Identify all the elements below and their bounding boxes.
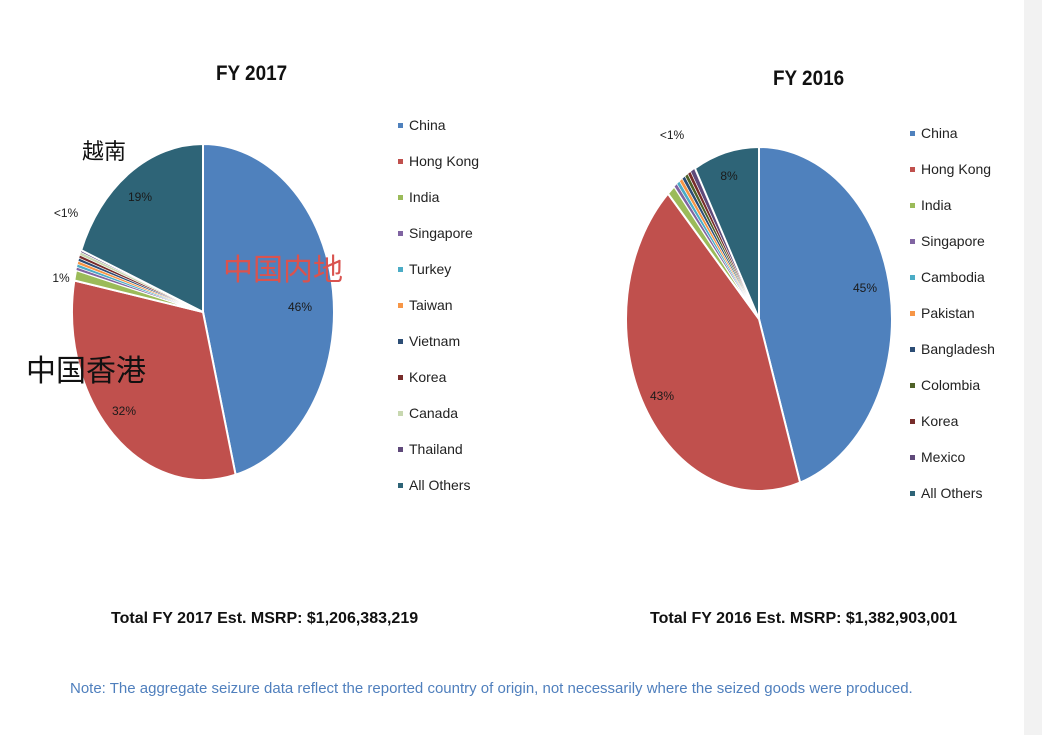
footnote: Note: The aggregate seizure data reflect…	[70, 680, 913, 697]
pie-slice-hong-kong	[71, 279, 237, 481]
legend-swatch	[910, 239, 915, 244]
legend-label: Vietnam	[409, 333, 461, 349]
legend-item: Pakistan	[910, 305, 995, 341]
legend-label: Bangladesh	[921, 341, 995, 357]
pie-slice-china	[202, 142, 335, 477]
legend-swatch	[910, 311, 915, 316]
legend-item: Korea	[398, 369, 479, 405]
legend-swatch	[910, 419, 915, 424]
legend-item: India	[398, 189, 479, 225]
legend-label: Mexico	[921, 449, 966, 465]
data-label-china: 45%	[852, 281, 878, 295]
legend-label: All Others	[409, 477, 471, 493]
legend-item: Taiwan	[398, 297, 479, 333]
pie-slice-hong-kong	[624, 191, 802, 492]
legend-label: India	[409, 189, 440, 205]
legend-item: Turkey	[398, 261, 479, 297]
legend-item: Mexico	[910, 449, 995, 485]
annotation-vietnam: 越南	[82, 140, 127, 165]
data-label-small: <1%	[659, 128, 685, 142]
legend-swatch	[398, 159, 403, 164]
legend-swatch	[398, 339, 403, 344]
legend-label: Thailand	[409, 441, 463, 457]
legend-label: Cambodia	[921, 269, 985, 285]
page-edge	[1024, 0, 1042, 735]
legend-swatch	[910, 383, 915, 388]
legend-swatch	[910, 131, 915, 136]
data-label-china: 46%	[287, 300, 313, 314]
legend-swatch	[398, 483, 403, 488]
legend-swatch	[398, 411, 403, 416]
legend-label: Turkey	[409, 261, 452, 277]
legend-item: Singapore	[398, 225, 479, 261]
chart-title-2016: FY 2016	[773, 67, 845, 90]
legend-item: Korea	[910, 413, 995, 449]
legend-label: Canada	[409, 405, 459, 421]
legend-swatch	[398, 375, 403, 380]
legend-item: Singapore	[910, 233, 995, 269]
legend-label: China	[409, 117, 446, 133]
legend-swatch	[910, 203, 915, 208]
legend-item: Cambodia	[910, 269, 995, 305]
legend-swatch	[398, 195, 403, 200]
data-label-hong-kong: 32%	[111, 404, 137, 418]
legend-label: China	[921, 125, 958, 141]
legend-label: Hong Kong	[921, 161, 992, 177]
data-label-india: 1%	[52, 271, 70, 285]
legend-label: Hong Kong	[409, 153, 480, 169]
data-label-all-others: 8%	[720, 169, 738, 183]
legend-label: Taiwan	[409, 297, 453, 313]
chart-title-2017: FY 2017	[216, 62, 288, 85]
total-2017: Total FY 2017 Est. MSRP: $1,206,383,219	[111, 610, 419, 627]
legend-item: Bangladesh	[910, 341, 995, 377]
annotation-hongkong: 中国香港	[26, 354, 146, 389]
legend-2017: China Hong Kong India Singapore Turkey Taiwan…	[398, 117, 479, 513]
annotation-mainland: 中国内地	[223, 253, 343, 288]
legend-item: Hong Kong	[398, 153, 479, 189]
legend-label: Singapore	[921, 233, 985, 249]
legend-swatch	[910, 167, 915, 172]
legend-swatch	[910, 347, 915, 352]
data-label-all-others: 19%	[127, 190, 153, 204]
legend-label: Korea	[409, 369, 447, 385]
legend-item: Thailand	[398, 441, 479, 477]
data-label-hong-kong: 43%	[649, 389, 675, 403]
legend-item: China	[910, 125, 995, 161]
legend-item: China	[398, 117, 479, 153]
legend-swatch	[398, 303, 403, 308]
legend-swatch	[398, 231, 403, 236]
legend-swatch	[910, 491, 915, 496]
legend-2016: China Hong Kong India Singapore Cambodia Paki…	[910, 125, 995, 521]
pie-slice-all-others	[79, 142, 204, 314]
legend-swatch	[398, 267, 403, 272]
legend-item: Canada	[398, 405, 479, 441]
legend-item: Vietnam	[398, 333, 479, 369]
data-label-small: <1%	[53, 206, 79, 220]
legend-item: Colombia	[910, 377, 995, 413]
legend-item: All Others	[398, 477, 479, 513]
legend-swatch	[910, 275, 915, 280]
legend-label: Korea	[921, 413, 959, 429]
legend-swatch	[398, 447, 403, 452]
legend-swatch	[398, 123, 403, 128]
legend-label: India	[921, 197, 952, 213]
total-2016: Total FY 2016 Est. MSRP: $1,382,903,001	[650, 610, 958, 627]
legend-swatch	[910, 455, 915, 460]
legend-label: Singapore	[409, 225, 473, 241]
legend-item: All Others	[910, 485, 995, 521]
legend-item: Hong Kong	[910, 161, 995, 197]
legend-label: All Others	[921, 485, 983, 501]
legend-label: Colombia	[921, 377, 981, 393]
pie-slice-china	[758, 145, 894, 484]
pie-slice-all-others	[693, 145, 760, 320]
legend-item: India	[910, 197, 995, 233]
legend-label: Pakistan	[921, 305, 975, 321]
